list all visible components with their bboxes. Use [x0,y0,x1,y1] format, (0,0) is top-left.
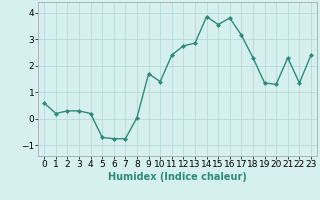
X-axis label: Humidex (Indice chaleur): Humidex (Indice chaleur) [108,172,247,182]
